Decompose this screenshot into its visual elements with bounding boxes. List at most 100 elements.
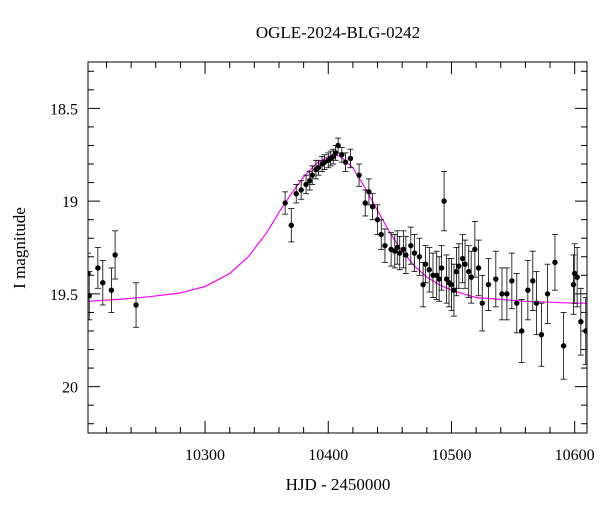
data-marker [416, 254, 423, 260]
plot-area [88, 137, 587, 380]
plot-frame [87, 61, 588, 434]
data-marker [112, 252, 118, 258]
x-tick-label: 10500 [431, 447, 471, 464]
data-point [533, 271, 540, 336]
data-marker [88, 293, 92, 299]
x-tick-label: 10600 [555, 447, 595, 464]
data-point [378, 219, 385, 250]
data-marker [574, 274, 580, 280]
data-marker [436, 276, 442, 282]
data-marker [533, 300, 540, 306]
y-tick-label: 19.5 [50, 287, 78, 304]
data-point [422, 245, 429, 284]
data-marker [342, 159, 349, 165]
data-marker [441, 198, 447, 204]
data-point [459, 234, 466, 284]
data-point [112, 230, 119, 280]
data-marker [468, 274, 474, 280]
data-point [315, 159, 322, 176]
data-marker [335, 142, 341, 149]
data-marker [525, 287, 531, 293]
data-point [420, 261, 427, 308]
data-marker [456, 263, 462, 269]
data-point [513, 273, 520, 334]
data-marker [95, 265, 101, 271]
data-point [544, 263, 551, 324]
data-point [362, 189, 369, 217]
data-point [365, 178, 372, 206]
data-marker [475, 265, 482, 271]
data-marker [479, 300, 485, 306]
data-marker [293, 191, 299, 197]
data-marker [426, 267, 432, 273]
data-point [133, 282, 140, 328]
data-point [518, 299, 525, 363]
x-tick-label: 10400 [308, 447, 348, 464]
data-point [438, 245, 445, 291]
data-point [529, 250, 536, 311]
data-marker [309, 172, 315, 178]
data-marker [438, 265, 445, 271]
data-marker [400, 246, 407, 253]
chart-title: OGLE-2024-BLG-0242 [256, 23, 420, 42]
data-marker [448, 281, 455, 288]
data-point [538, 302, 545, 367]
data-point [429, 252, 436, 298]
data-point [407, 226, 414, 265]
y-tick-label: 20 [62, 380, 78, 397]
data-marker [374, 216, 381, 223]
data-marker [459, 255, 466, 262]
data-point [309, 165, 316, 185]
data-marker [578, 319, 584, 325]
data-marker [403, 252, 409, 258]
data-marker [538, 331, 545, 338]
data-marker [472, 246, 478, 253]
data-marker [347, 155, 354, 162]
data-marker [420, 281, 426, 288]
data-marker [378, 231, 384, 238]
data-point [485, 258, 492, 311]
data-point [288, 208, 295, 243]
data-point [369, 193, 376, 221]
data-point [574, 247, 581, 308]
data-point [498, 267, 505, 321]
data-marker [493, 276, 499, 282]
data-point [468, 250, 475, 304]
data-marker [362, 200, 368, 206]
data-point [426, 247, 433, 293]
data-point [492, 250, 499, 308]
data-marker [108, 287, 115, 293]
data-marker [369, 203, 376, 210]
data-marker [462, 261, 468, 267]
data-marker [544, 291, 551, 297]
data-marker [298, 187, 304, 193]
data-point [503, 267, 510, 321]
data-point [335, 137, 342, 154]
data-point [402, 235, 409, 274]
data-marker [282, 200, 288, 206]
data-marker [303, 181, 309, 188]
data-point [570, 254, 577, 315]
data-marker [382, 242, 388, 249]
data-marker [430, 272, 436, 279]
data-marker [339, 152, 345, 158]
data-point [347, 148, 354, 169]
data-point [577, 287, 584, 356]
data-point [298, 180, 305, 200]
data-marker [453, 268, 460, 275]
data-marker [485, 281, 492, 288]
data-point [293, 184, 300, 204]
data-point [282, 191, 289, 215]
data-marker [394, 244, 400, 251]
y-tick-label: 18.5 [50, 101, 78, 118]
data-point [448, 258, 455, 311]
data-point [475, 239, 482, 297]
data-marker [288, 222, 294, 228]
data-marker [397, 250, 403, 256]
data-marker [509, 278, 515, 284]
data-marker [100, 280, 106, 286]
data-point [374, 204, 381, 235]
data-point [471, 221, 478, 278]
data-marker [518, 328, 525, 334]
data-marker [307, 178, 313, 184]
